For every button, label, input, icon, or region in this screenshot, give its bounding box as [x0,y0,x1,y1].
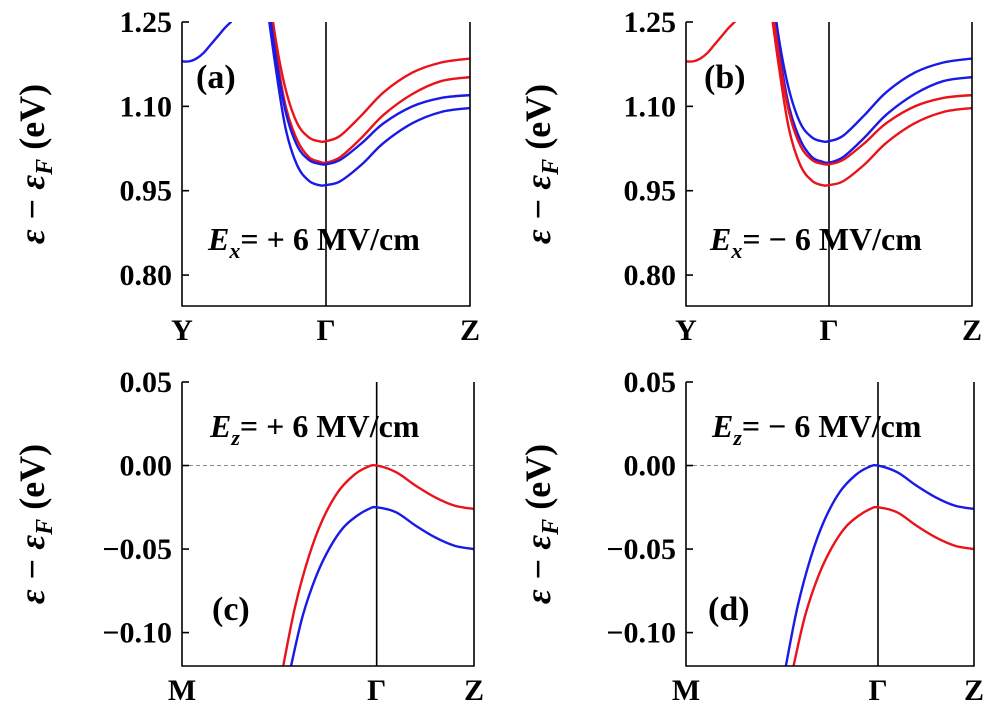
axis-frame [685,22,973,307]
field-symbol: E [207,221,229,257]
panel-label: (d) [708,591,750,628]
y-axis-label: ε − εF (eV) [518,444,564,604]
y-tick-label: 1.10 [120,90,173,123]
y-axis-label-unit: (eV) [12,84,52,159]
x-tick-label: Γ [316,314,335,347]
band-red [282,464,474,666]
y-tick-label: 1.10 [624,90,677,123]
band-blue-y [182,22,233,63]
x-tick-label: Z [460,314,480,347]
axis-frame [181,22,471,307]
field-annotation: Ex= − 6 MV/cm [709,221,922,263]
y-tick-label: 0.05 [624,366,677,399]
y-axis-label-sub: F [32,159,58,176]
field-subscript: x [730,238,742,263]
field-subscript: z [732,425,742,450]
y-tick-label: 0.00 [120,450,173,483]
field-value: = + 6 MV/cm [240,408,420,444]
axis-frame [685,382,975,667]
band-red [792,505,974,666]
field-value: = − 6 MV/cm [742,221,922,257]
field-value: = + 6 MV/cm [240,221,420,257]
y-tick-label: 0.80 [120,259,173,292]
x-tick-label: Z [962,314,982,347]
band-curves [686,22,972,187]
x-tick-label: Z [464,674,484,707]
panel-c: 0.05 0.00 −0.05 −0.10 M Γ Z (c) Ez= + 6 MV/cm ε −… [12,366,484,707]
band-blue [784,464,974,666]
band-blue [289,505,474,666]
x-tick-label: Γ [819,314,838,347]
y-axis-label-main: ε − ε [12,535,52,605]
band-red-1 [772,22,972,166]
x-tick-label: Y [171,314,193,347]
y-axis-label-sub: F [538,519,564,536]
band-blue-2 [268,22,470,187]
x-tick-label: Γ [868,674,887,707]
y-tick-label: 1.25 [624,6,677,39]
panel-label: (b) [704,59,746,96]
field-annotation: Ez= − 6 MV/cm [711,408,922,450]
band-curves [282,464,474,666]
band-red-1 [271,22,470,144]
x-tick-label: M [672,674,700,707]
panel-label: (a) [196,59,236,96]
field-symbol: E [209,408,231,444]
y-tick-label: −0.10 [102,617,172,650]
y-tick-label: −0.05 [606,533,676,566]
band-red-y [686,22,736,63]
y-tick-label: 0.80 [624,259,677,292]
y-axis-label-main: ε − ε [12,175,52,245]
panel-d: 0.05 0.00 −0.05 −0.10 M Γ Z (d) Ez= − 6 MV/cm ε −… [518,366,984,707]
band-curves [784,464,974,666]
y-tick-label: 0.95 [624,175,677,208]
y-tick-label: 0.95 [120,175,173,208]
band-blue-1 [775,22,972,144]
band-curves [182,22,470,187]
field-subscript: z [230,425,240,450]
y-tick-label: −0.10 [606,617,676,650]
field-annotation: Ex= + 6 MV/cm [207,221,420,263]
axis-frame [181,382,475,667]
y-axis-label-unit: (eV) [518,444,558,519]
y-axis-label-sub: F [538,159,564,176]
y-axis-label-main: ε − ε [518,535,558,605]
band-blue-1 [269,22,470,166]
y-axis-label-unit: (eV) [12,444,52,519]
field-value: = − 6 MV/cm [742,408,922,444]
y-axis-label-sub: F [32,519,58,536]
y-tick-label: 1.25 [120,6,173,39]
panel-a: 1.25 1.10 0.95 0.80 Y Γ Z (a) Ex= + 6 MV/cm ε − ε… [12,6,480,347]
x-tick-label: Z [964,674,984,707]
y-axis-label: ε − εF (eV) [12,84,58,244]
panel-b: 1.25 1.10 0.95 0.80 Y Γ Z (b) Ex= − 6 MV/cm ε − ε… [518,6,982,347]
band-red-2 [771,22,972,187]
field-symbol: E [711,408,733,444]
band-blue-2 [773,22,972,165]
y-axis-label-unit: (eV) [518,84,558,159]
panel-label: (c) [212,591,250,628]
y-tick-label: 0.05 [120,366,173,399]
y-axis-label: ε − εF (eV) [12,444,58,604]
x-tick-label: Γ [367,674,386,707]
y-axis-label: ε − εF (eV) [518,84,564,244]
y-tick-label: 0.00 [624,450,677,483]
field-annotation: Ez= + 6 MV/cm [209,408,420,450]
y-axis-label-main: ε − ε [518,175,558,245]
band-red-2 [270,22,470,165]
y-tick-label: −0.05 [102,533,172,566]
field-subscript: x [228,238,240,263]
x-tick-label: M [168,674,196,707]
x-tick-label: Y [675,314,697,347]
field-symbol: E [709,221,731,257]
